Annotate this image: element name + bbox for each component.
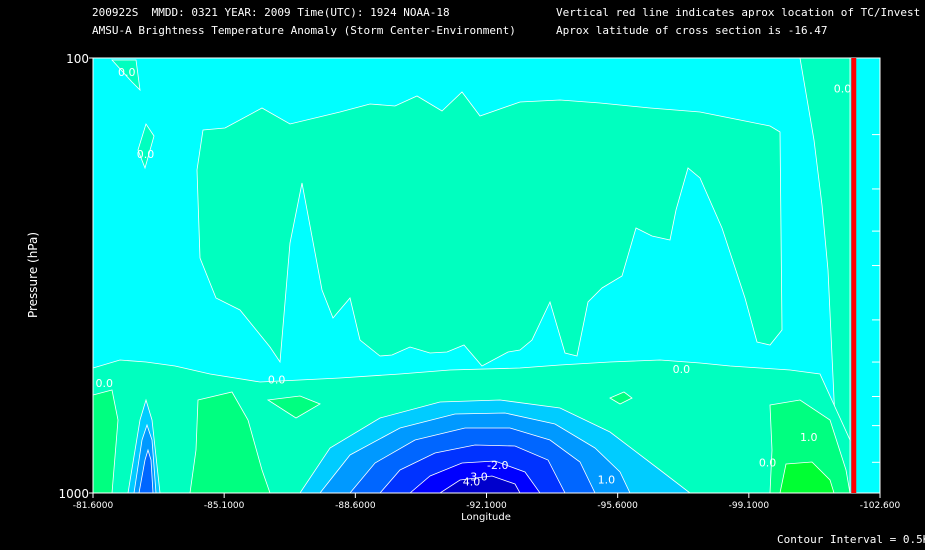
contour-label: 3.0 — [470, 470, 488, 483]
x-tick-label: -92.1000 — [466, 501, 507, 511]
contour-fields — [93, 58, 880, 493]
header-line-3: Vertical red line indicates aprox locati… — [556, 6, 921, 19]
contour-label: 0.0 — [118, 66, 136, 79]
x-tick-label: -88.6000 — [335, 501, 376, 511]
contour-label: 1.0 — [598, 473, 616, 486]
y-tick-label: 1000 — [58, 487, 89, 501]
contour-label: 0.0 — [834, 82, 852, 95]
field-bright-green — [779, 461, 835, 493]
field-upper-left-wedge — [111, 59, 141, 92]
field-green-leftmid — [189, 391, 271, 493]
contour-label: 0.0 — [673, 363, 691, 376]
right-axis-ticks — [872, 57, 880, 494]
x-axis-label: Longitude — [461, 512, 511, 523]
field-green-left — [93, 389, 119, 493]
x-axis-ticks: -81.6000 -85.1000 -88.6000 -92.1000 -95.6000… — [73, 493, 901, 511]
contour-label: 4.0 — [463, 475, 481, 488]
contour-label: 1.0 — [800, 431, 818, 444]
x-tick-label: -102.600 — [860, 501, 901, 511]
x-tick-label: -81.6000 — [73, 501, 114, 511]
header-line-2: AMSU-A Brightness Temperature Anomaly (S… — [92, 24, 516, 37]
contour-interval-note: Contour Interval = 0.5K — [777, 533, 925, 546]
field-green-mid — [266, 395, 321, 419]
x-tick-label: -95.6000 — [597, 501, 638, 511]
x-tick-label: -85.1000 — [204, 501, 245, 511]
field-green-right — [609, 391, 633, 405]
header-line-4: Aprox latitude of cross section is -16.4… — [556, 24, 828, 37]
contour-label: 0.0 — [95, 377, 113, 390]
field-top-right — [799, 58, 851, 442]
y-axis-ticks: 100 1000 — [58, 52, 93, 501]
contour-label: 0.0 — [759, 457, 777, 470]
field-upper-band — [196, 91, 783, 367]
header-line-1: 200922S MMDD: 0321 YEAR: 2009 Time(UTC):… — [92, 6, 450, 19]
field-upper-left-wedge-2 — [137, 123, 155, 170]
contour-labels: 0.0 0.0 0.0 0.0 0.0 0.0 1.0 0.0 1.0 -2.03.04.0 — [95, 66, 851, 488]
field-blue-6 — [439, 475, 521, 493]
y-tick-label: 100 — [66, 52, 89, 66]
field-spike-3 — [138, 448, 154, 493]
contour-label: 0.0 — [137, 148, 155, 161]
contour-label: -2.0 — [487, 459, 508, 472]
contour-label: 0.0 — [268, 373, 286, 386]
x-tick-label: -99.1000 — [729, 501, 770, 511]
